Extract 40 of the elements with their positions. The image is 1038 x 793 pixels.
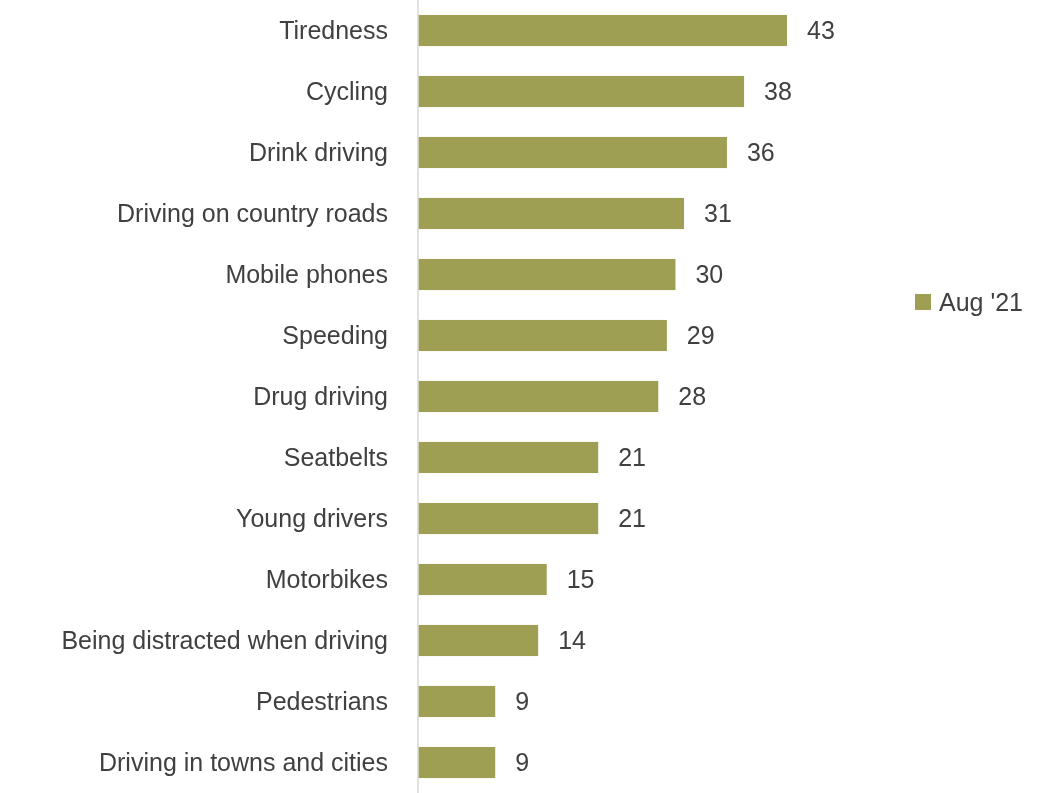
y-tick-label: Driving on country roads xyxy=(117,199,388,228)
legend-label: Aug '21 xyxy=(939,287,1024,316)
y-tick-label: Being distracted when driving xyxy=(61,626,388,655)
data-label: 14 xyxy=(558,626,587,655)
data-label: 21 xyxy=(618,504,647,533)
y-tick-label: Cycling xyxy=(306,77,388,106)
bar xyxy=(418,136,727,169)
data-label: 43 xyxy=(807,16,835,45)
bar xyxy=(418,685,496,718)
bar xyxy=(418,197,685,230)
y-tick-label: Motorbikes xyxy=(265,565,388,594)
y-tick-label: Drink driving xyxy=(249,138,388,167)
data-label: 9 xyxy=(515,687,530,716)
y-tick-label: Drug driving xyxy=(253,382,388,411)
bar xyxy=(418,14,787,47)
data-label: 36 xyxy=(746,138,775,167)
data-label: 9 xyxy=(515,748,530,777)
y-tick-label: Seatbelts xyxy=(283,443,388,472)
data-label: 31 xyxy=(704,199,732,228)
bar xyxy=(418,441,599,474)
data-label: 28 xyxy=(678,382,707,411)
bar xyxy=(418,624,539,657)
bar xyxy=(418,746,496,779)
data-label: 15 xyxy=(566,565,595,594)
bar xyxy=(418,319,667,352)
data-label: 38 xyxy=(764,77,792,106)
y-tick-label: Pedestrians xyxy=(255,687,388,716)
bar xyxy=(418,502,599,535)
data-label: 21 xyxy=(618,443,647,472)
bar xyxy=(418,563,547,596)
y-tick-label: Tiredness xyxy=(279,16,388,45)
data-label: 30 xyxy=(695,260,724,289)
y-tick-label: Young drivers xyxy=(236,504,388,533)
y-tick-label: Speeding xyxy=(282,321,388,350)
bar xyxy=(418,380,659,413)
y-tick-label: Mobile phones xyxy=(225,260,388,289)
bar xyxy=(418,258,676,291)
bar xyxy=(418,75,745,108)
data-label: 29 xyxy=(686,321,715,350)
y-tick-label: Driving in towns and cities xyxy=(98,748,388,777)
